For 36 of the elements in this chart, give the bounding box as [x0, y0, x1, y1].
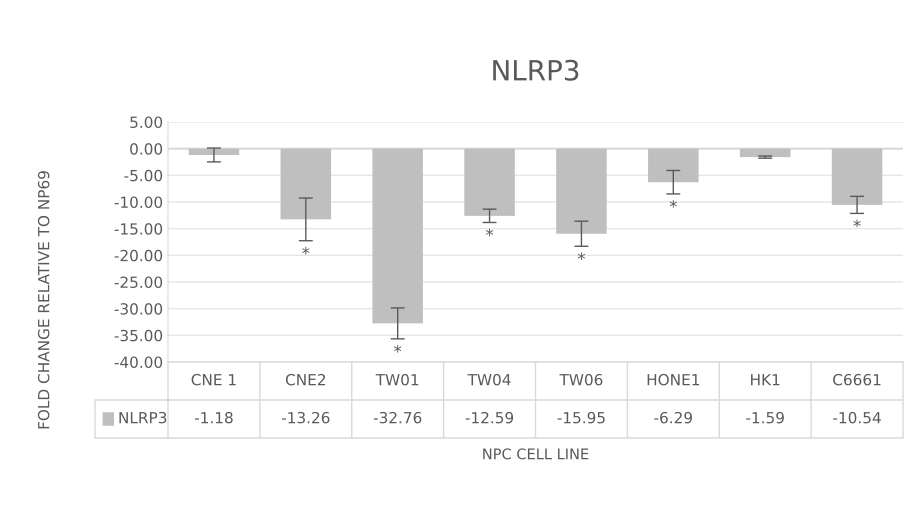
y-tick-label: 0.00	[130, 143, 162, 155]
annotation: *	[394, 344, 402, 353]
data-label: -6.29	[654, 412, 692, 424]
data-label: -1.18	[194, 412, 233, 424]
data-label: -15.95	[558, 412, 605, 424]
annotation: *	[670, 200, 677, 208]
annotation: *	[302, 246, 310, 254]
data-label: -32.76	[374, 412, 422, 424]
y-tick-label: -35.00	[114, 330, 162, 342]
data-label: -13.26	[282, 412, 330, 424]
x-tick-label: CNE2	[286, 374, 326, 386]
y-axis-title: FOLD CHANGE RELATIVE TO NP69	[38, 171, 50, 428]
x-tick-label: HK1	[751, 374, 780, 386]
annotation: *	[486, 228, 494, 236]
x-tick-label: TW04	[468, 374, 511, 386]
data-label: -10.54	[833, 412, 881, 424]
chart-title: NLRP3	[493, 60, 578, 81]
annotation: *	[853, 220, 861, 228]
y-tick-label: -15.00	[114, 223, 162, 235]
x-axis-title: NPC CELL LINE	[483, 448, 588, 460]
y-tick-label: 5.00	[130, 116, 162, 128]
y-tick-label: -10.00	[114, 196, 162, 208]
y-tick-label: -5.00	[124, 170, 162, 182]
data-label: -12.59	[466, 412, 514, 424]
x-tick-label: HONE1	[648, 374, 700, 386]
x-tick-label: C6661	[833, 374, 880, 386]
legend-label: NLRP3	[119, 412, 166, 424]
annotation: *	[578, 252, 586, 260]
y-tick-label: -40.00	[114, 356, 162, 368]
data-label: -1.59	[746, 412, 784, 424]
y-tick-label: -25.00	[114, 276, 162, 288]
x-tick-label: TW01	[376, 374, 418, 386]
x-tick-label: CNE 1	[192, 374, 236, 386]
x-tick-label: TW06	[559, 374, 602, 386]
y-tick-label: -20.00	[114, 250, 162, 262]
y-tick-label: -30.00	[114, 303, 162, 315]
